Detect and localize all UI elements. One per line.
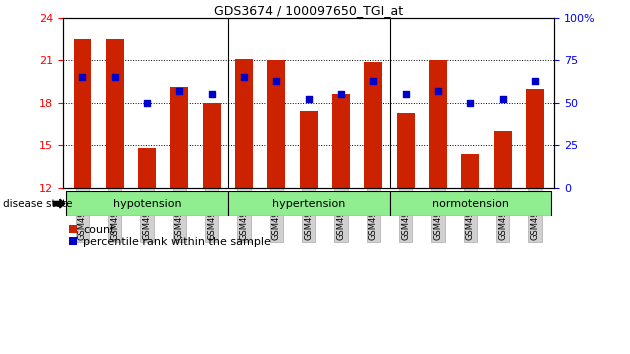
Point — [401, 91, 411, 97]
Point — [304, 96, 314, 102]
Bar — [235, 59, 253, 188]
Bar — [300, 111, 318, 188]
Legend: count, percentile rank within the sample: count, percentile rank within the sample — [69, 225, 271, 247]
Text: hypertension: hypertension — [272, 199, 345, 209]
Bar — [138, 148, 156, 188]
Bar — [66, 191, 228, 216]
Point — [175, 88, 185, 93]
Bar — [171, 87, 188, 188]
Point — [77, 74, 88, 80]
Text: normotension: normotension — [432, 199, 509, 209]
Point — [110, 74, 120, 80]
Bar — [332, 94, 350, 188]
Bar — [228, 191, 389, 216]
Point — [498, 96, 508, 102]
Bar — [389, 191, 551, 216]
Point — [466, 100, 476, 105]
Bar — [461, 154, 479, 188]
Title: GDS3674 / 100097650_TGI_at: GDS3674 / 100097650_TGI_at — [214, 4, 403, 17]
Point — [336, 91, 346, 97]
Bar — [203, 103, 220, 188]
Bar — [365, 62, 382, 188]
Point — [369, 78, 379, 84]
Bar — [268, 60, 285, 188]
Bar — [106, 39, 123, 188]
Text: hypotension: hypotension — [113, 199, 181, 209]
Bar — [429, 60, 447, 188]
Bar — [397, 113, 415, 188]
Text: disease state: disease state — [3, 199, 72, 209]
Point — [530, 78, 540, 84]
Point — [239, 74, 249, 80]
Point — [142, 100, 152, 105]
Bar — [494, 131, 512, 188]
Point — [207, 91, 217, 97]
Bar — [526, 88, 544, 188]
Point — [433, 88, 443, 93]
Point — [272, 78, 282, 84]
Bar — [74, 39, 91, 188]
